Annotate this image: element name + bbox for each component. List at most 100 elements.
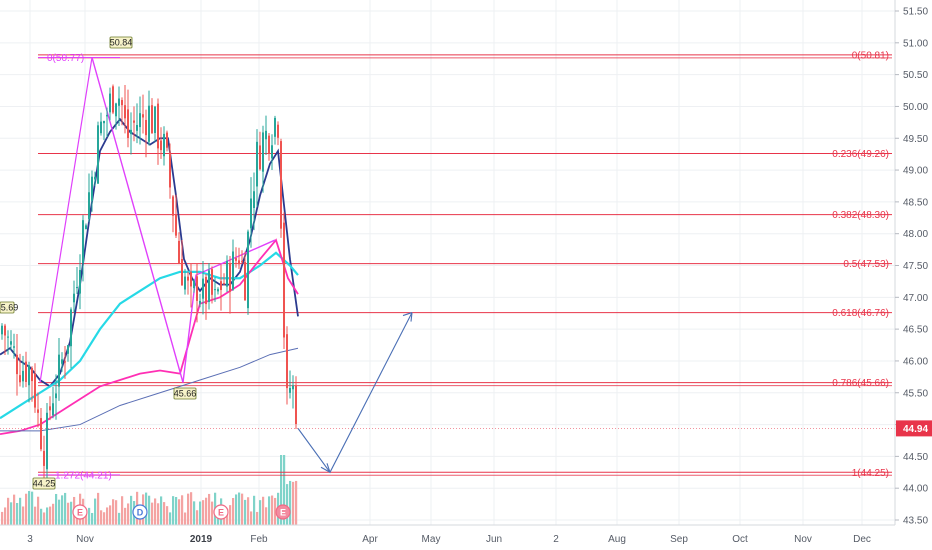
x-axis: 3 Nov 2019 Feb Apr May Jun 2 Aug Sep Oct Nov Dec (0, 524, 895, 545)
volume-bar (163, 502, 166, 525)
candle-body (262, 132, 264, 172)
candle-body (196, 276, 198, 301)
x-tick-label: Nov (76, 534, 94, 545)
y-tick-label: 47.50 (903, 261, 928, 272)
volume-bar (61, 495, 64, 525)
candle-body (184, 276, 186, 290)
volume-bar (256, 511, 259, 525)
y-tick-label: 50.50 (903, 70, 928, 81)
x-tick-label: Feb (250, 534, 268, 545)
candle-body (283, 222, 285, 338)
volume-bar (148, 495, 151, 525)
candle-body (208, 270, 210, 303)
volume-bar (16, 502, 19, 525)
volume-bar (58, 499, 61, 525)
price-note-box (109, 36, 133, 49)
candle-body (130, 129, 132, 135)
y-tick-label: 48.00 (903, 229, 928, 240)
volume-bar (211, 501, 214, 525)
volume-bar (235, 494, 238, 525)
volume-bar (286, 484, 289, 525)
price-note-label: 50.84 (110, 38, 133, 48)
volume-bar (229, 505, 232, 525)
candle-body (253, 191, 255, 209)
event-marker (213, 504, 229, 520)
y-tick-label: 49.50 (903, 134, 928, 145)
event-marker (275, 504, 291, 520)
volume-bar (91, 512, 94, 525)
volume-bar (274, 497, 277, 525)
candle-body (160, 140, 162, 151)
volume-bar (268, 496, 271, 525)
volume-bar (292, 481, 295, 525)
volume-bar (55, 493, 58, 525)
candle-body (16, 354, 18, 375)
y-tick-label: 45.50 (903, 388, 928, 399)
candle-body (34, 373, 36, 408)
volume-bar (28, 491, 31, 525)
event-marker (72, 504, 88, 520)
candle-body (163, 133, 165, 157)
candle-body (244, 261, 246, 301)
xabcd-pattern-line (39, 57, 93, 383)
event-marker-label: D (137, 508, 144, 518)
price-note-label: 45.69 (0, 303, 18, 313)
volume-bar (166, 506, 169, 525)
candle-body (229, 263, 231, 292)
candle-body (169, 152, 171, 188)
x-tick-label: Jun (486, 534, 502, 545)
candle-body (91, 176, 93, 201)
candle-body (43, 450, 45, 466)
x-tick-label: Sep (670, 534, 688, 545)
candle-body (223, 283, 225, 285)
volume-bar (175, 497, 178, 525)
candle-body (145, 119, 147, 136)
candle-body (136, 125, 138, 131)
volume-bar (160, 496, 163, 525)
candle-body (124, 105, 126, 119)
candle-body (142, 114, 144, 118)
x-tick-label: Apr (362, 534, 378, 545)
price-note-box (173, 387, 197, 400)
candle-body (73, 293, 75, 303)
volume-bar (109, 505, 112, 525)
volume-bar (67, 502, 70, 525)
x-tick-label: 2 (553, 534, 559, 545)
volume-bar (232, 498, 235, 525)
candle-body (4, 325, 6, 336)
candle-body (148, 105, 150, 142)
volume-bars (1, 455, 298, 525)
volume-bar (106, 507, 109, 525)
grid (0, 0, 895, 525)
volume-bar (208, 493, 211, 525)
y-tick-label: 50.00 (903, 102, 928, 113)
fib-label: 0.786(45.66) (832, 378, 889, 389)
candle-body (154, 106, 156, 134)
candle-body (10, 341, 12, 345)
y-tick-label: 46.50 (903, 325, 928, 336)
candle-body (64, 361, 66, 363)
volume-bar (172, 496, 175, 525)
volume-bar (157, 503, 160, 525)
price-note-label: 45.66 (174, 389, 197, 399)
candle-body (31, 368, 33, 382)
volume-bar (1, 511, 4, 525)
volume-bar (19, 497, 22, 525)
event-marker-label: E (280, 508, 286, 518)
volume-bar (184, 512, 187, 525)
candle-body (286, 334, 288, 389)
volume-bar (247, 497, 250, 525)
candle-body (37, 409, 39, 413)
x-tick-label: Oct (732, 534, 748, 545)
candle-body (268, 135, 270, 154)
candle-body (226, 260, 228, 287)
candle-body (13, 346, 15, 348)
candle-body (214, 289, 216, 291)
volume-bar (88, 507, 91, 525)
volume-bar (187, 493, 190, 525)
y-tick-label: 51.00 (903, 38, 928, 49)
volume-bar (253, 495, 256, 525)
volume-bar (178, 499, 181, 525)
